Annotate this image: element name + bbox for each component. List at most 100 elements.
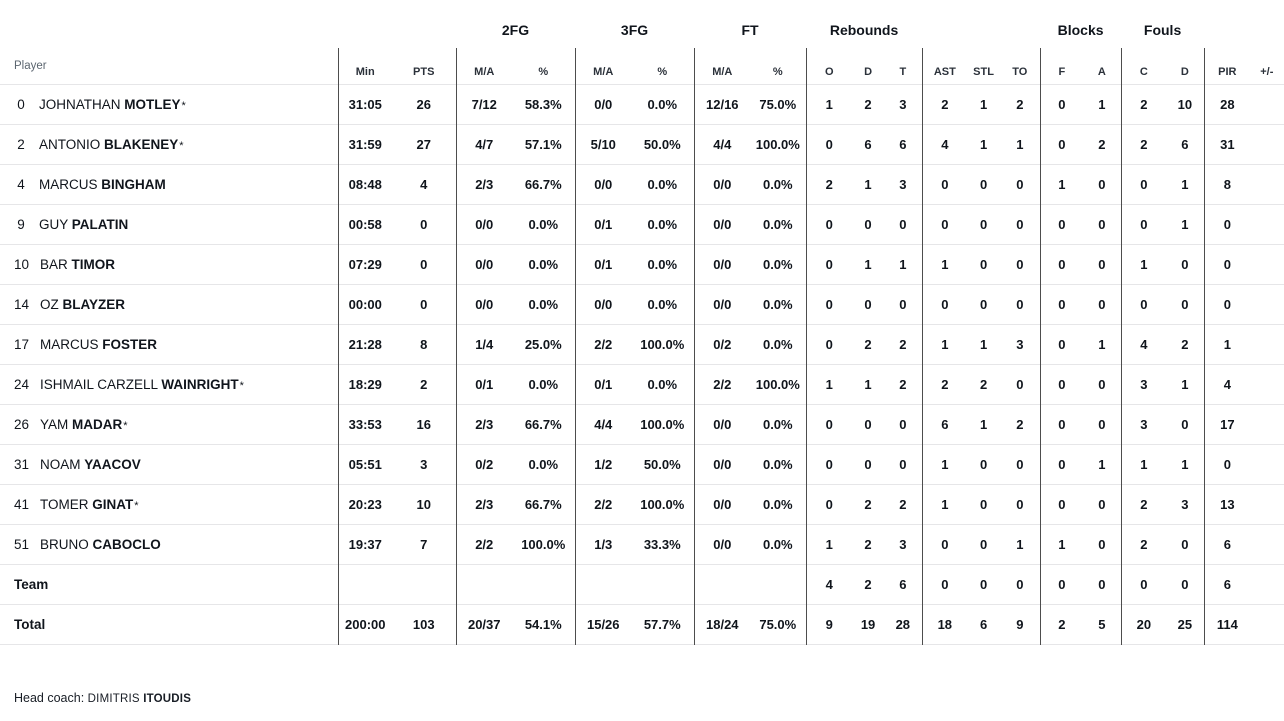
player-number: 4: [17, 176, 25, 192]
group-header-2fg: 2FG: [501, 22, 530, 38]
cell-fg3-pct: 0.0%: [647, 296, 678, 312]
cell-foul-drawn: 25: [1177, 616, 1193, 632]
cell-to: 0: [1016, 576, 1024, 592]
cell-ast: 0: [921, 564, 968, 604]
cell-foul-committed: 2: [1120, 484, 1167, 524]
cell-ft-ma: 4/4: [693, 124, 751, 164]
cell-blk-against: 0: [1098, 576, 1106, 592]
total-row: Total 200:00 103 20/37 54.1% 15/26 57.7% 18/24 7…: [0, 604, 1284, 644]
player-first-name: NOAM: [40, 456, 85, 472]
cell-foul-committed: 0: [1120, 164, 1167, 204]
cell-stl: 6: [979, 616, 988, 632]
cell-reb-o: 0: [805, 484, 853, 524]
column-header-pts: PTS: [413, 65, 435, 78]
cell-stl: 2: [979, 376, 988, 392]
cell-fg3-ma: 2/2: [574, 484, 632, 524]
cell-plus-minus: [1250, 204, 1284, 244]
group-header-blocks: Blocks: [1057, 22, 1104, 38]
cell-blk-against: 0: [1098, 416, 1106, 432]
cell-reb-d: 0: [864, 416, 872, 432]
cell-pir: 6: [1203, 524, 1251, 564]
cell-reb-o: 1: [805, 364, 853, 404]
cell-ft-pct: 100.0%: [755, 136, 800, 152]
cell-plus-minus: [1250, 484, 1284, 524]
cell-min: [337, 564, 392, 604]
player-first-name: ISHMAIL CARZELL: [40, 376, 162, 392]
cell-fg2-ma: 7/12: [455, 84, 512, 124]
cell-fg2-pct: 0.0%: [528, 376, 559, 392]
cell-ast: 0: [921, 204, 968, 244]
player-last-name: FOSTER: [102, 336, 158, 352]
cell-fg2-ma: 0/0: [455, 244, 512, 284]
column-header-foul-drawn: D: [1180, 65, 1189, 78]
cell-blk-against: 1: [1098, 336, 1106, 352]
cell-reb-d: 19: [860, 616, 876, 632]
group-header-spacer: [1204, 12, 1284, 48]
cell-stl: 0: [979, 296, 988, 312]
player-first-name: TOMER: [40, 496, 93, 512]
player-name-cell: 10 BAR TIMOR: [0, 244, 338, 284]
cell-ast: 1: [921, 244, 968, 284]
cell-reb-t: 3: [899, 96, 907, 112]
cell-stl: 1: [979, 336, 988, 352]
cell-ft-ma: 0/0: [693, 404, 751, 444]
cell-ft-ma: 2/2: [693, 364, 751, 404]
player-last-name: GINAT: [92, 496, 134, 512]
cell-reb-d: 0: [864, 296, 872, 312]
cell-reb-d: 1: [864, 176, 872, 192]
cell-reb-d: 6: [864, 136, 872, 152]
cell-to: 0: [1016, 376, 1024, 392]
player-name-cell: 26 YAM MADAR*: [0, 404, 338, 444]
cell-pts: [392, 564, 456, 604]
column-header-blk-against: A: [1097, 65, 1106, 78]
cell-ft-pct: 0.0%: [762, 216, 793, 232]
cell-fg2-ma: 0/1: [455, 364, 512, 404]
cell-foul-drawn: 2: [1181, 336, 1189, 352]
group-header-spacer: [922, 12, 1040, 48]
cell-fg3-pct: 50.0%: [643, 136, 681, 152]
player-number: 14: [14, 296, 30, 312]
player-number: 17: [14, 336, 30, 352]
cell-pir: 1: [1203, 324, 1251, 364]
cell-fg2-ma: 0/0: [455, 204, 512, 244]
cell-reb-o: 0: [805, 124, 853, 164]
cell-fg2-pct: 54.1%: [524, 616, 562, 632]
cell-blk-favor: 0: [1039, 404, 1084, 444]
cell-foul-drawn: 6: [1181, 136, 1189, 152]
column-header-blk-favor: F: [1039, 48, 1084, 84]
group-header-spacer: [0, 12, 456, 48]
cell-pts: 27: [416, 136, 431, 152]
cell-foul-committed: 3: [1120, 404, 1167, 444]
cell-foul-drawn: 0: [1181, 536, 1189, 552]
cell-blk-favor: 0: [1039, 84, 1084, 124]
cell-blk-against: 0: [1098, 216, 1106, 232]
cell-reb-t: 0: [899, 416, 907, 432]
cell-fg3-ma: 15/26: [574, 604, 632, 644]
cell-pts: 103: [412, 616, 435, 632]
cell-foul-committed: 2: [1120, 84, 1167, 124]
cell-to: 0: [1016, 496, 1024, 512]
player-last-name: BLAKENEY: [104, 136, 179, 152]
cell-foul-committed: 0: [1120, 284, 1167, 324]
cell-ft-pct: 0.0%: [762, 416, 793, 432]
cell-stl: 0: [979, 456, 988, 472]
cell-plus-minus: [1250, 284, 1284, 324]
cell-reb-t: 28: [895, 616, 911, 632]
cell-pts: 0: [420, 296, 428, 312]
cell-reb-t: 6: [899, 576, 907, 592]
player-name-cell: 51 BRUNO CABOCLO: [0, 524, 338, 564]
starter-mark-icon: *: [181, 99, 186, 112]
group-header-fouls: Fouls: [1143, 22, 1182, 38]
cell-pts: 3: [420, 456, 428, 472]
cell-fg3-ma: 2/2: [574, 324, 632, 364]
cell-pir: 0: [1203, 444, 1251, 484]
cell-to: 2: [1016, 96, 1024, 112]
cell-fg3-ma: 0/0: [574, 164, 632, 204]
cell-foul-committed: 20: [1120, 604, 1167, 644]
player-row: 31 NOAM YAACOV 05:51 3 0/2 0.0% 1/2 50.0% 0/0 0.0…: [0, 444, 1284, 484]
head-coach-last-name: ITOUDIS: [143, 692, 192, 705]
column-header-reb-d: D: [864, 65, 873, 78]
cell-reb-o: 0: [805, 324, 853, 364]
cell-foul-drawn: 3: [1181, 496, 1189, 512]
